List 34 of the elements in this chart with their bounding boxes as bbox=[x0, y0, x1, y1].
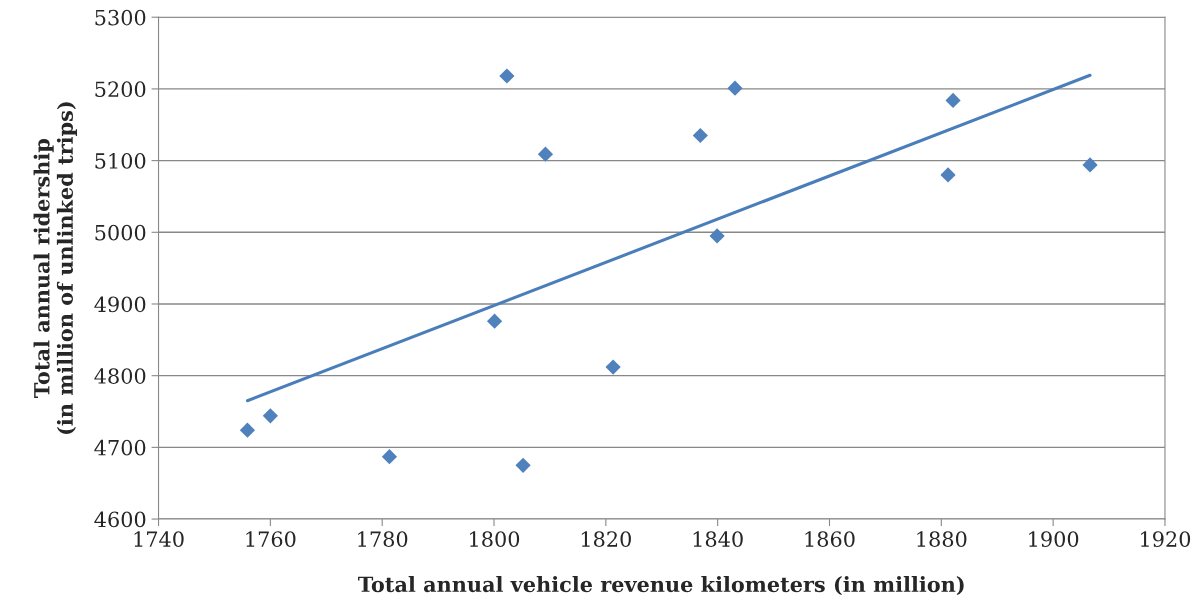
point bbox=[727, 80, 743, 96]
point bbox=[605, 359, 621, 375]
point bbox=[381, 449, 398, 465]
y-axis-title: Total annual ridership (in million of unlinked trips) bbox=[33, 102, 78, 435]
y-tick-label: 5200 bbox=[95, 81, 146, 98]
x-tick-label: 1780 bbox=[358, 531, 408, 547]
point bbox=[239, 422, 256, 438]
x-tick-label: 1860 bbox=[805, 531, 855, 547]
y-tick-label: 5300 bbox=[95, 9, 146, 26]
y-tick-label: 4700 bbox=[94, 439, 146, 456]
point bbox=[940, 167, 956, 183]
point bbox=[945, 92, 961, 108]
y-tick-label: 4600 bbox=[94, 511, 146, 528]
x-tick-label: 1840 bbox=[693, 531, 743, 547]
y-tick-label: 4800 bbox=[94, 368, 146, 384]
point bbox=[486, 313, 503, 329]
x-tick-label: 1740 bbox=[134, 531, 184, 547]
y-tick-label: 4900 bbox=[94, 296, 146, 313]
point bbox=[709, 228, 725, 244]
point bbox=[537, 146, 554, 162]
x-axis-title: Total annual vehicle revenue kilometers (in million) bbox=[358, 576, 964, 596]
x-tick-label: 1920 bbox=[1141, 531, 1191, 547]
point bbox=[1082, 157, 1098, 173]
x-tick-label: 1900 bbox=[1029, 531, 1079, 547]
x-tick-label: 1820 bbox=[581, 531, 631, 547]
x-tick-label: 1880 bbox=[917, 531, 967, 547]
point bbox=[499, 68, 515, 84]
x-tick-label: 1800 bbox=[470, 531, 520, 547]
x-tick-label: 1760 bbox=[246, 531, 296, 547]
y-tick-label: 5100 bbox=[95, 153, 146, 169]
y-tick-label: 5000 bbox=[95, 224, 146, 241]
point bbox=[262, 408, 278, 424]
point bbox=[692, 127, 708, 144]
point bbox=[515, 457, 531, 473]
